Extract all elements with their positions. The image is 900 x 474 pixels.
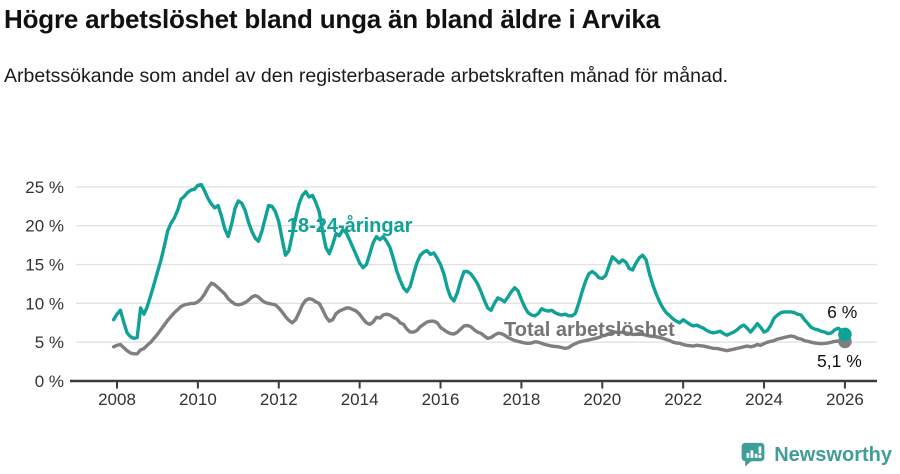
y-tick-label: 15 % [25, 256, 64, 275]
y-tick-label: 5 % [35, 333, 64, 352]
y-tick-label: 20 % [25, 217, 64, 236]
page-title: Högre arbetslöshet bland unga än bland ä… [4, 4, 660, 34]
newsworthy-wordmark: Newsworthy [774, 444, 892, 466]
series-end-value-label: 5,1 % [817, 351, 862, 371]
series-line [111, 281, 847, 356]
y-tick-label: 25 % [25, 178, 64, 197]
x-tick-label: 2012 [260, 390, 298, 409]
x-tick-label: 2018 [502, 390, 540, 409]
x-tick-label: 2020 [583, 390, 621, 409]
newsworthy-bubble-chart-icon [739, 441, 767, 470]
y-tick-label: 10 % [25, 294, 64, 313]
x-tick-label: 2010 [179, 390, 217, 409]
series-label: 18-24-åringar [287, 214, 413, 237]
x-tick-label: 2014 [341, 390, 379, 409]
series-end-value-label: 6 % [827, 302, 857, 322]
chart-subtitle: Arbetssökande som andel av den registerb… [4, 65, 729, 87]
y-tick-label: 0 % [35, 372, 64, 391]
newsworthy-logo: Newsworthy [739, 441, 892, 470]
x-tick-label: 2026 [826, 390, 864, 409]
x-tick-label: 2008 [98, 390, 136, 409]
x-tick-label: 2022 [664, 390, 702, 409]
series-label: Total arbetslöshet [504, 319, 675, 341]
x-tick-label: 2016 [422, 390, 460, 409]
series-line [111, 182, 847, 340]
series-end-dot [838, 327, 852, 342]
x-tick-label: 2024 [745, 390, 783, 409]
